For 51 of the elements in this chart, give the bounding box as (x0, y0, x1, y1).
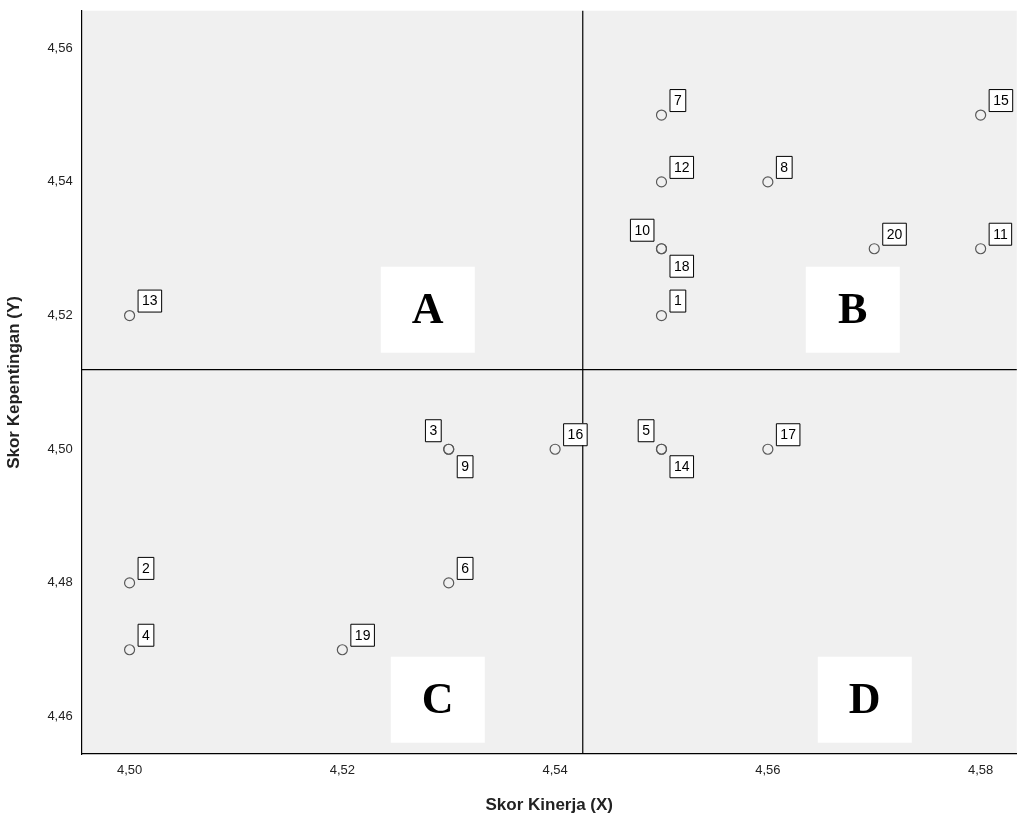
point (443, 577, 455, 589)
point (123, 577, 136, 589)
x-tick-label: 4,50 (116, 762, 143, 778)
annotation: 11 (993, 225, 1008, 242)
x-tick-label: 4,58 (967, 762, 994, 778)
point (762, 443, 774, 455)
annotation: 9 (461, 458, 470, 475)
y-tick-label: 4,56 (47, 39, 73, 55)
annotation: C (421, 674, 454, 724)
annotation: D (848, 674, 881, 724)
y-tick-label: 4,48 (47, 574, 73, 590)
annotation: 4 (142, 626, 151, 643)
y-tick-label: 4,52 (47, 307, 73, 323)
annotation: 3 (429, 422, 438, 439)
x-tick-label: 4,52 (329, 762, 355, 778)
annotation: 16 (567, 426, 584, 443)
annotation: 12 (673, 158, 690, 175)
x-axis-title: Skor Kinerja (X) (485, 795, 614, 815)
point (123, 644, 136, 656)
y-tick-label: 4,50 (47, 440, 73, 456)
point (336, 644, 348, 656)
point (655, 176, 668, 188)
point (655, 109, 668, 121)
annotation: A (411, 284, 444, 334)
point (123, 309, 136, 322)
annotation: 10 (634, 221, 651, 238)
x-tick-label: 4,56 (755, 762, 781, 778)
point (549, 443, 561, 455)
y-axis-title: Skor Kepentingan (Y) (3, 295, 23, 469)
point (975, 243, 987, 255)
point (868, 243, 880, 255)
annotation: 15 (993, 91, 1009, 108)
y-tick-label: 4,46 (47, 708, 73, 724)
point (762, 176, 774, 188)
annotation: 8 (780, 158, 789, 175)
x-tick-label: 4,54 (542, 762, 568, 778)
annotation: 17 (780, 426, 797, 443)
annotation: 2 (142, 559, 151, 576)
annotation: 7 (673, 91, 682, 108)
annotation: 14 (673, 458, 690, 475)
annotation: 19 (354, 626, 371, 643)
annotation: B (838, 284, 868, 334)
annotation: 1 (673, 292, 682, 309)
point (975, 109, 987, 121)
annotation: 6 (461, 559, 470, 576)
annotation: 20 (886, 225, 903, 242)
annotation: 13 (142, 292, 158, 309)
annotation: 18 (673, 257, 690, 274)
point (655, 309, 668, 322)
annotation: 5 (642, 422, 651, 439)
y-tick-label: 4,54 (47, 173, 73, 189)
